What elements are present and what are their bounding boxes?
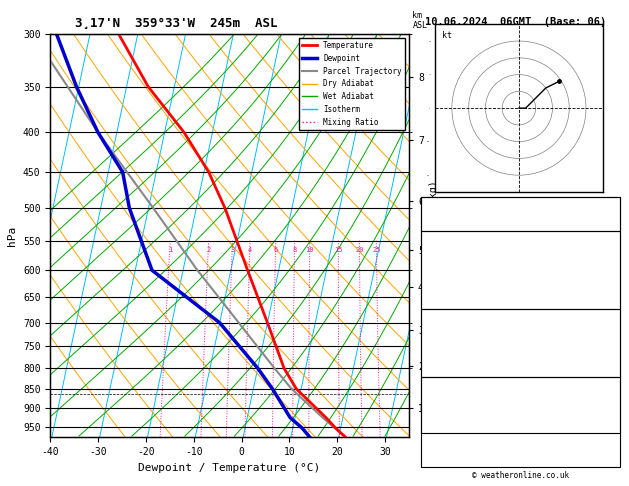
- Text: 6: 6: [274, 246, 278, 253]
- Text: 0: 0: [608, 299, 614, 308]
- Legend: Temperature, Dewpoint, Parcel Trajectory, Dry Adiabat, Wet Adiabat, Isotherm, Mi: Temperature, Dewpoint, Parcel Trajectory…: [299, 38, 405, 130]
- Text: 0: 0: [608, 355, 614, 364]
- Text: 10: 10: [306, 246, 314, 253]
- Text: Lifted Index: Lifted Index: [427, 344, 492, 353]
- Text: 6: 6: [608, 389, 614, 398]
- Text: 2.56: 2.56: [592, 221, 614, 229]
- Text: StmSpd (kt): StmSpd (kt): [427, 423, 486, 432]
- Text: SREH: SREH: [427, 400, 449, 409]
- Text: 980: 980: [598, 322, 614, 330]
- Text: PW (cm): PW (cm): [427, 221, 465, 229]
- Text: Hodograph: Hodograph: [496, 378, 545, 387]
- Text: 4: 4: [248, 246, 252, 253]
- Bar: [421, 230, 620, 309]
- Text: 326: 326: [598, 333, 614, 342]
- Text: 46: 46: [603, 400, 614, 409]
- Text: 21.5: 21.5: [592, 243, 614, 252]
- Text: Pressure (mb): Pressure (mb): [427, 322, 498, 330]
- Text: K: K: [427, 198, 433, 207]
- Text: 2: 2: [608, 277, 614, 286]
- Text: kt: kt: [442, 31, 452, 40]
- Text: StmDir: StmDir: [427, 412, 460, 420]
- Text: 3¸17'N  359°33'W  245m  ASL: 3¸17'N 359°33'W 245m ASL: [75, 17, 277, 30]
- Text: 2: 2: [206, 246, 211, 253]
- Text: θᵉ (K): θᵉ (K): [427, 333, 460, 342]
- Text: Most Unstable: Most Unstable: [486, 311, 555, 319]
- Text: LCL: LCL: [452, 389, 467, 398]
- Text: 15: 15: [334, 246, 343, 253]
- Text: Totals Totals: Totals Totals: [427, 209, 498, 218]
- Text: CIN (J): CIN (J): [427, 366, 465, 376]
- Text: 8: 8: [292, 246, 297, 253]
- Text: 14: 14: [603, 254, 614, 263]
- Text: Dewp (°C): Dewp (°C): [427, 254, 476, 263]
- Text: CAPE (J): CAPE (J): [427, 355, 470, 364]
- Text: © weatheronline.co.uk: © weatheronline.co.uk: [472, 471, 569, 480]
- X-axis label: Dewpoint / Temperature (°C): Dewpoint / Temperature (°C): [138, 463, 321, 473]
- Text: 25: 25: [372, 246, 381, 253]
- Text: 326: 326: [598, 265, 614, 275]
- Text: CAPE (J): CAPE (J): [427, 288, 470, 297]
- Text: 3: 3: [230, 246, 235, 253]
- Y-axis label: Mixing Ratio (g/kg): Mixing Ratio (g/kg): [430, 180, 439, 292]
- Text: 1: 1: [168, 246, 172, 253]
- Text: 28: 28: [603, 198, 614, 207]
- Text: 20: 20: [355, 246, 364, 253]
- Text: 0: 0: [608, 366, 614, 376]
- Text: 18: 18: [603, 423, 614, 432]
- Text: Lifted Index: Lifted Index: [427, 277, 492, 286]
- Text: 10.06.2024  06GMT  (Base: 06): 10.06.2024 06GMT (Base: 06): [425, 17, 606, 27]
- Bar: [421, 197, 620, 230]
- Text: θᵉ(K): θᵉ(K): [427, 265, 454, 275]
- Text: Surface: Surface: [502, 232, 539, 241]
- Text: CIN (J): CIN (J): [427, 299, 465, 308]
- Y-axis label: hPa: hPa: [8, 226, 18, 246]
- Bar: [421, 309, 620, 377]
- Text: Temp (°C): Temp (°C): [427, 243, 476, 252]
- Bar: [421, 377, 620, 433]
- Text: 260°: 260°: [592, 412, 614, 420]
- Text: 44: 44: [603, 209, 614, 218]
- Text: EH: EH: [427, 389, 438, 398]
- Text: 0: 0: [608, 288, 614, 297]
- Text: km
ASL: km ASL: [413, 11, 428, 30]
- Text: 2: 2: [608, 344, 614, 353]
